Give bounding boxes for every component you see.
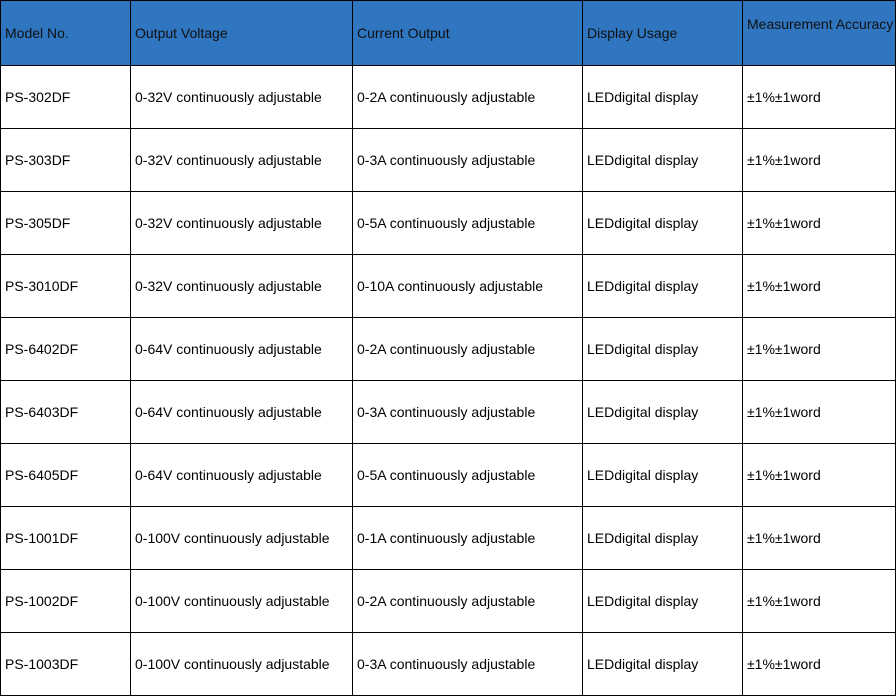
cell-display-usage: LEDdigital display — [582, 506, 743, 570]
cell-model-no: PS-3010DF — [0, 254, 131, 318]
header-output-voltage: Output Voltage — [130, 0, 353, 66]
cell-display-usage: LEDdigital display — [582, 632, 743, 696]
cell-measurement-accuracy: ±1%±1word — [742, 65, 896, 129]
table-row: PS-6402DF 0-64V continuously adjustable … — [0, 317, 896, 381]
cell-display-usage: LEDdigital display — [582, 317, 743, 381]
cell-measurement-accuracy: ±1%±1word — [742, 569, 896, 633]
cell-output-voltage: 0-64V continuously adjustable — [130, 443, 353, 507]
cell-measurement-accuracy: ±1%±1word — [742, 191, 896, 255]
cell-output-voltage: 0-100V continuously adjustable — [130, 506, 353, 570]
table-row: PS-305DF 0-32V continuously adjustable 0… — [0, 191, 896, 255]
cell-output-voltage: 0-100V continuously adjustable — [130, 569, 353, 633]
table-body: PS-302DF 0-32V continuously adjustable 0… — [0, 65, 896, 696]
cell-model-no: PS-6402DF — [0, 317, 131, 381]
cell-output-voltage: 0-32V continuously adjustable — [130, 128, 353, 192]
table-row: PS-303DF 0-32V continuously adjustable 0… — [0, 128, 896, 192]
cell-model-no: PS-1003DF — [0, 632, 131, 696]
header-current-output: Current Output — [352, 0, 583, 66]
cell-model-no: PS-303DF — [0, 128, 131, 192]
cell-display-usage: LEDdigital display — [582, 569, 743, 633]
cell-output-voltage: 0-64V continuously adjustable — [130, 317, 353, 381]
cell-measurement-accuracy: ±1%±1word — [742, 254, 896, 318]
cell-current-output: 0-3A continuously adjustable — [352, 380, 583, 444]
cell-current-output: 0-5A continuously adjustable — [352, 191, 583, 255]
cell-display-usage: LEDdigital display — [582, 191, 743, 255]
cell-model-no: PS-302DF — [0, 65, 131, 129]
cell-current-output: 0-10A continuously adjustable — [352, 254, 583, 318]
cell-output-voltage: 0-32V continuously adjustable — [130, 254, 353, 318]
cell-model-no: PS-305DF — [0, 191, 131, 255]
table-header: Model No. Output Voltage Current Output … — [0, 0, 896, 66]
table-row: PS-302DF 0-32V continuously adjustable 0… — [0, 65, 896, 129]
cell-measurement-accuracy: ±1%±1word — [742, 128, 896, 192]
cell-measurement-accuracy: ±1%±1word — [742, 506, 896, 570]
cell-current-output: 0-2A continuously adjustable — [352, 65, 583, 129]
cell-current-output: 0-3A continuously adjustable — [352, 632, 583, 696]
cell-current-output: 0-1A continuously adjustable — [352, 506, 583, 570]
header-measurement-accuracy: Measurement Accuracy — [742, 0, 896, 66]
table-row: PS-6403DF 0-64V continuously adjustable … — [0, 380, 896, 444]
table-row: PS-1002DF 0-100V continuously adjustable… — [0, 569, 896, 633]
table-row: PS-3010DF 0-32V continuously adjustable … — [0, 254, 896, 318]
cell-output-voltage: 0-64V continuously adjustable — [130, 380, 353, 444]
cell-model-no: PS-6405DF — [0, 443, 131, 507]
cell-current-output: 0-3A continuously adjustable — [352, 128, 583, 192]
cell-current-output: 0-5A continuously adjustable — [352, 443, 583, 507]
cell-model-no: PS-1001DF — [0, 506, 131, 570]
cell-measurement-accuracy: ±1%±1word — [742, 443, 896, 507]
header-display-usage: Display Usage — [582, 0, 743, 66]
cell-current-output: 0-2A continuously adjustable — [352, 569, 583, 633]
cell-measurement-accuracy: ±1%±1word — [742, 317, 896, 381]
cell-model-no: PS-6403DF — [0, 380, 131, 444]
cell-measurement-accuracy: ±1%±1word — [742, 632, 896, 696]
cell-display-usage: LEDdigital display — [582, 65, 743, 129]
cell-measurement-accuracy: ±1%±1word — [742, 380, 896, 444]
cell-model-no: PS-1002DF — [0, 569, 131, 633]
table-row: PS-6405DF 0-64V continuously adjustable … — [0, 443, 896, 507]
header-row: Model No. Output Voltage Current Output … — [0, 0, 896, 66]
cell-output-voltage: 0-32V continuously adjustable — [130, 65, 353, 129]
cell-display-usage: LEDdigital display — [582, 254, 743, 318]
cell-output-voltage: 0-100V continuously adjustable — [130, 632, 353, 696]
cell-display-usage: LEDdigital display — [582, 443, 743, 507]
cell-display-usage: LEDdigital display — [582, 128, 743, 192]
header-model-no: Model No. — [0, 0, 131, 66]
cell-current-output: 0-2A continuously adjustable — [352, 317, 583, 381]
table-row: PS-1003DF 0-100V continuously adjustable… — [0, 632, 896, 696]
cell-output-voltage: 0-32V continuously adjustable — [130, 191, 353, 255]
cell-display-usage: LEDdigital display — [582, 380, 743, 444]
table-row: PS-1001DF 0-100V continuously adjustable… — [0, 506, 896, 570]
